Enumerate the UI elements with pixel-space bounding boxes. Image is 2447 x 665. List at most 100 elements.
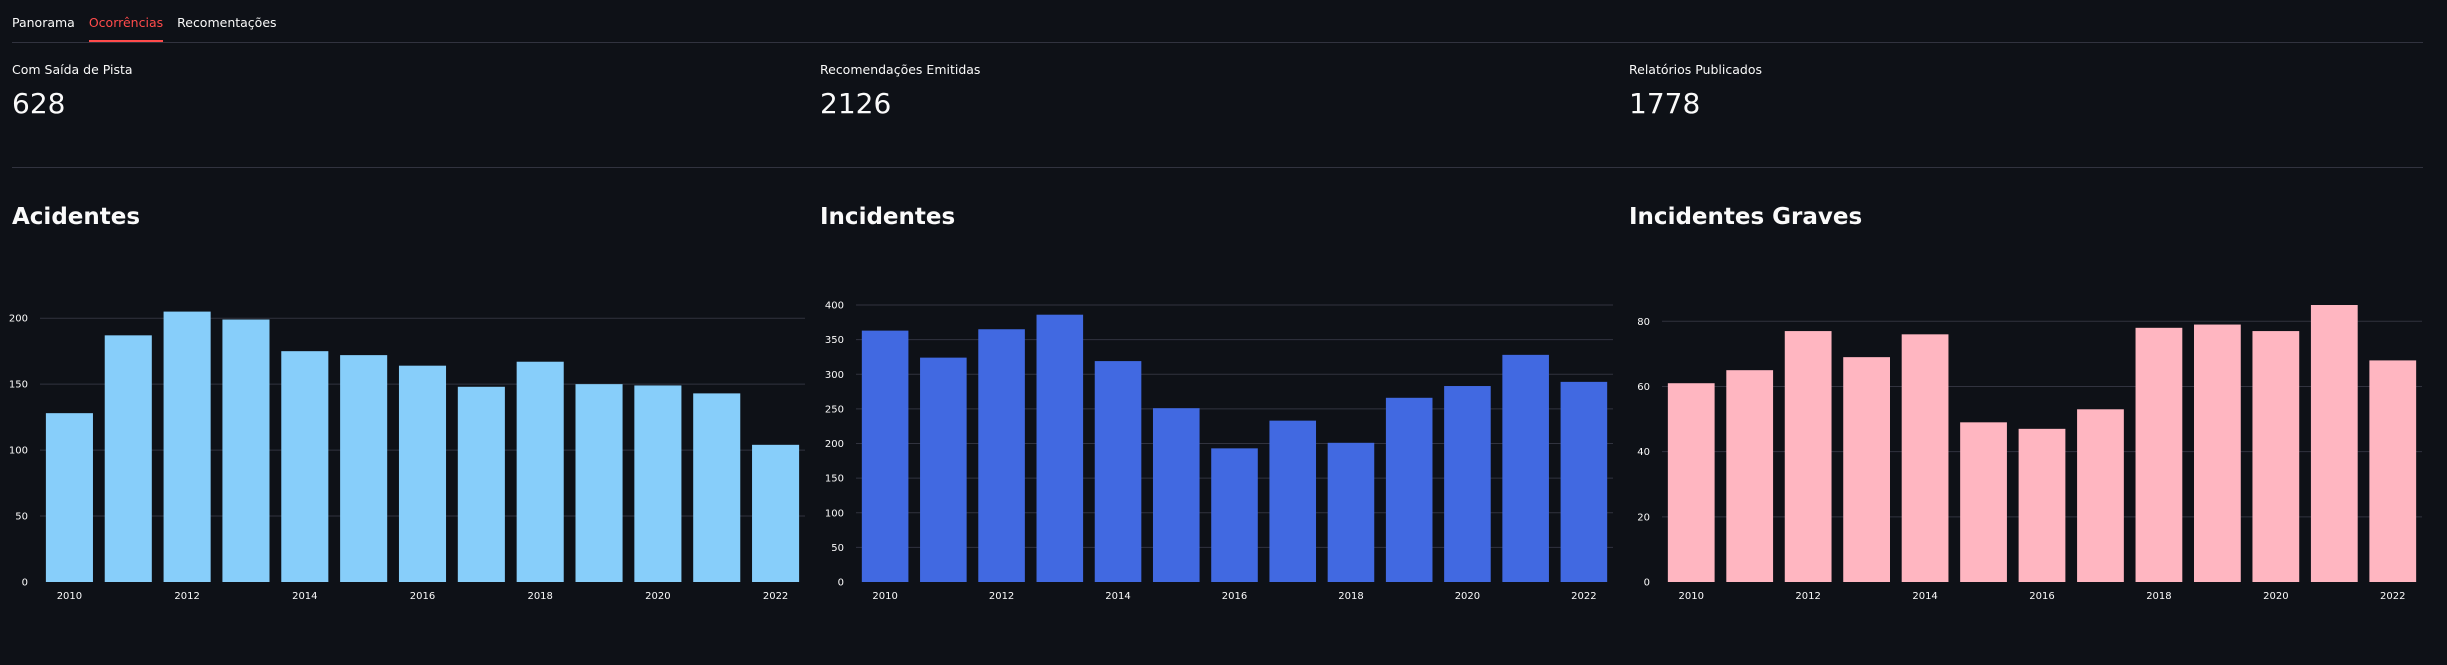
bar-2014[interactable] [1094,361,1142,582]
y-tick-label: 300 [825,370,844,381]
bar-2010[interactable] [861,330,909,582]
bar-2012[interactable] [978,329,1025,582]
x-tick-label: 2014 [1912,591,1937,602]
bar-2018[interactable] [516,361,564,582]
bar-2016[interactable] [1211,448,1258,582]
metric-label: Relatórios Publicados [1629,62,1762,77]
x-tick-label: 2012 [1795,591,1820,602]
x-tick-label: 2020 [2263,591,2288,602]
metric-value: 628 [12,87,66,120]
x-tick-label: 2022 [2380,591,2405,602]
bar-2021[interactable] [693,393,741,582]
y-tick-label: 250 [825,404,844,415]
bar-2014[interactable] [1901,334,1949,582]
x-tick-label: 2022 [1571,591,1596,602]
y-tick-label: 200 [825,439,844,450]
bar-2017[interactable] [2077,409,2124,582]
bar-2019[interactable] [2194,324,2241,582]
y-tick-label: 150 [825,474,844,485]
bar-2010[interactable] [45,413,93,582]
bar-2016[interactable] [2018,428,2066,582]
bar-2010[interactable] [1667,383,1715,582]
bar-2017[interactable] [1269,420,1317,582]
tab-bar: Panorama Ocorrências Recomentações [12,0,277,42]
x-tick-label: 2016 [2029,591,2054,602]
chart-acidentes: 0 50 100 150 200 2010 2012 2014 2016 2018 2020 2022 [9,311,805,602]
metric-saida-de-pista: Com Saída de Pista 628 [12,62,133,120]
y-tick-label: 0 [22,578,28,589]
bar-2013[interactable] [222,319,270,582]
bar-2018[interactable] [1327,442,1375,582]
metric-label: Com Saída de Pista [12,62,133,77]
y-tick-label: 50 [831,543,844,554]
y-tick-label: 40 [1637,447,1650,458]
bar-2013[interactable] [1843,357,1890,582]
x-tick-label: 2014 [292,591,317,602]
bar-2020[interactable] [2252,331,2300,582]
bar-2013[interactable] [1036,314,1084,582]
section-divider [12,167,2423,168]
bar-2012[interactable] [1784,331,1832,582]
tab-recomentacoes[interactable]: Recomentações [177,15,277,30]
x-tick-label: 2012 [989,591,1014,602]
y-tick-label: 20 [1637,512,1650,523]
tab-divider [12,42,2423,43]
bar-2018[interactable] [2135,327,2183,582]
x-tick-label: 2010 [57,591,82,602]
bar-2021[interactable] [1502,354,1549,582]
bar-2011[interactable] [104,335,152,582]
x-tick-label: 2010 [1679,591,1704,602]
y-tick-label: 60 [1637,382,1650,393]
y-tick-label: 0 [838,578,844,589]
metric-value: 2126 [820,87,892,120]
y-tick-label: 80 [1637,317,1650,328]
x-tick-label: 2012 [174,591,199,602]
metric-relatorios: Relatórios Publicados 1778 [1629,62,1762,120]
bar-2015[interactable] [1960,422,2007,582]
x-tick-label: 2020 [1455,591,1480,602]
bar-2019[interactable] [1385,397,1433,582]
bar-2015[interactable] [340,355,388,582]
x-tick-label: 2016 [410,591,435,602]
x-tick-label: 2020 [645,591,670,602]
metric-label: Recomendações Emitidas [820,62,981,77]
bar-2012[interactable] [163,311,211,582]
x-tick-label: 2014 [1105,591,1130,602]
bar-2014[interactable] [281,351,329,582]
bar-2020[interactable] [634,385,682,582]
bar-2022[interactable] [2369,360,2417,582]
y-tick-label: 200 [9,314,28,325]
bar-2011[interactable] [1726,370,1774,582]
bar-2020[interactable] [1444,386,1491,582]
tab-panorama[interactable]: Panorama [12,15,75,30]
y-tick-label: 350 [825,335,844,346]
y-tick-label: 100 [9,446,28,457]
bar-2015[interactable] [1152,408,1200,582]
bar-2016[interactable] [398,365,447,582]
x-tick-label: 2022 [763,591,788,602]
x-tick-label: 2010 [872,591,897,602]
y-tick-label: 50 [15,512,28,523]
y-tick-label: 400 [825,301,844,312]
bar-2017[interactable] [457,386,505,582]
y-tick-label: 0 [1644,578,1650,589]
chart-incidentes: 0 50 100 150 200 250 300 350 400 2010 2012 2014 2016… [825,301,1613,602]
metric-recomendacoes: Recomendações Emitidas 2126 [820,62,980,120]
bar-2022[interactable] [752,444,800,582]
chart-title-incidentes: Incidentes [820,204,956,230]
chart-title-acidentes: Acidentes [12,204,141,230]
x-tick-label: 2016 [1222,591,1247,602]
x-tick-label: 2018 [527,591,552,602]
bar-2022[interactable] [1560,381,1608,582]
bar-2021[interactable] [2310,305,2358,582]
chart-title-incidentes-graves: Incidentes Graves [1629,204,1863,230]
x-tick-label: 2018 [1338,591,1363,602]
tab-ocorrencias[interactable]: Ocorrências [88,0,164,42]
y-tick-label: 100 [825,508,844,519]
metric-value: 1778 [1629,87,1701,120]
y-tick-label: 150 [9,380,28,391]
bar-2011[interactable] [920,357,967,582]
bar-2019[interactable] [575,384,623,582]
x-tick-label: 2018 [2146,591,2171,602]
